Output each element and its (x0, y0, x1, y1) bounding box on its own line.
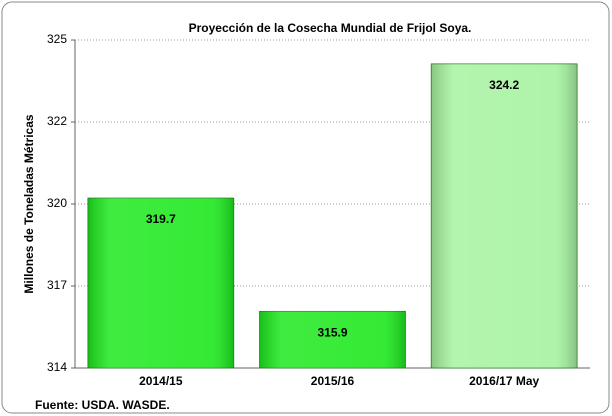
y-tick-label: 325 (47, 32, 67, 46)
y-tick-label: 322 (47, 114, 67, 128)
bar-shade (87, 198, 234, 368)
x-tick-label: 2016/17 May (469, 374, 539, 388)
x-tick-label: 2015/16 (311, 374, 355, 388)
value-label: 324.2 (489, 78, 519, 92)
x-tick-label: 2014/15 (139, 374, 183, 388)
bar-shade (431, 63, 578, 368)
chart-title: Proyección de la Cosecha Mundial de Frij… (189, 21, 472, 35)
y-tick-label: 314 (47, 360, 67, 374)
y-tick-label: 317 (47, 278, 67, 292)
source-note: Fuente: USDA. WASDE. (35, 398, 170, 412)
y-axis-label: Millones de Toneladas Métricas (22, 114, 36, 293)
bar-shade (259, 311, 406, 368)
y-tick-label: 320 (47, 196, 67, 210)
value-label: 315.9 (317, 326, 347, 340)
value-label: 319.7 (146, 212, 176, 226)
